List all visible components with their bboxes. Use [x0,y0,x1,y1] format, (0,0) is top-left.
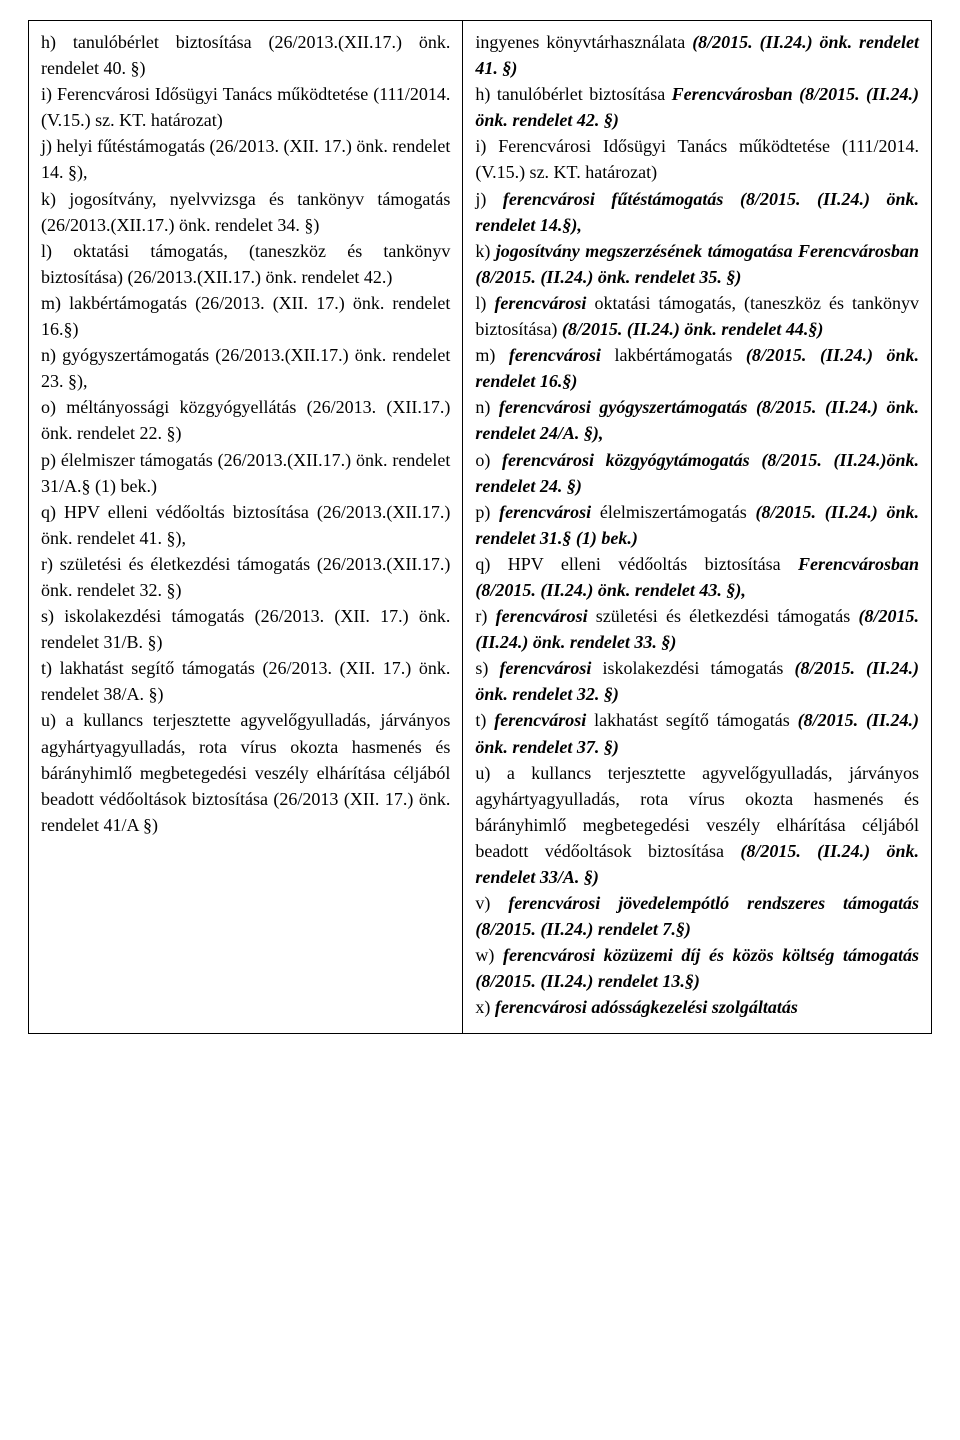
right-n-plain: n) [475,397,499,417]
right-v-emph: ferencvárosi jövedelempótló rendszeres t… [475,893,919,939]
right-item-j: j) ferencvárosi fűtéstámogatás (8/2015. … [475,189,919,235]
left-item-p: p) élelmiszer támogatás (26/2013.(XII.17… [41,450,450,496]
right-item-v: v) ferencvárosi jövedelempótló rendszere… [475,893,919,939]
right-item-i: i) Ferencvárosi Idősügyi Tanács működtet… [475,136,919,182]
right-item-x: x) ferencvárosi adósságkezelési szolgált… [475,997,798,1017]
left-item-m: m) lakbértámogatás (26/2013. (XII. 17.) … [41,293,450,339]
right-q-plain: q) HPV elleni védőoltás biztosítása [475,554,798,574]
right-l-plain: l) [475,293,494,313]
right-r-emph1: ferencvárosi [496,606,588,626]
left-item-o: o) méltányossági közgyógyellátás (26/201… [41,397,450,443]
left-item-l: l) oktatási támogatás, (taneszköz és tan… [41,241,450,287]
right-item-t: t) ferencvárosi lakhatást segítő támogat… [475,710,919,756]
right-item-r: r) ferencvárosi születési és életkezdési… [475,606,919,652]
right-item-l: l) ferencvárosi oktatási támogatás, (tan… [475,293,919,339]
right-j-plain: j) [475,189,503,209]
right-item-u: u) a kullancs terjesztette agyvelőgyulla… [475,763,919,887]
left-item-r: r) születési és életkezdési támogatás (2… [41,554,450,600]
right-v-plain: v) [475,893,508,913]
right-n-emph: ferencvárosi gyógyszertámogatás (8/2015.… [475,397,919,443]
left-item-j: j) helyi fűtéstámogatás (26/2013. (XII. … [41,136,450,182]
right-item-m: m) ferencvárosi lakbértámogatás (8/2015.… [475,345,919,391]
right-k-emph: jogosítvány megszerzésének támogatása Fe… [475,241,919,287]
left-item-u: u) a kullancs terjesztette agyvelőgyulla… [41,710,450,834]
right-t-plain: t) [475,710,494,730]
right-s-emph1: ferencvárosi [499,658,591,678]
document-page: h) tanulóbérlet biztosítása (26/2013.(XI… [0,0,960,1054]
right-l-emph2: (8/2015. (II.24.) önk. rendelet 44.§) [562,319,823,339]
right-h-plain: h) tanulóbérlet biztosítása [475,84,671,104]
left-item-q: q) HPV elleni védőoltás biztosítása (26/… [41,502,450,548]
right-w-plain: w) [475,945,503,965]
right-item-n: n) ferencvárosi gyógyszertámogatás (8/20… [475,397,919,443]
right-w-emph: ferencvárosi közüzemi díj és közös költs… [475,945,919,991]
right-m-plain2: lakbértámogatás [601,345,746,365]
left-item-s: s) iskolakezdési támogatás (26/2013. (XI… [41,606,450,652]
right-l-emph1: ferencvárosi [494,293,586,313]
right-item-w: w) ferencvárosi közüzemi díj és közös kö… [475,945,919,991]
right-r-plain2: születési és életkezdési támogatás [588,606,859,626]
right-intro-plain: ingyenes könyvtárhasználata [475,32,692,52]
right-item-p: p) ferencvárosi élelmiszertámogatás (8/2… [475,502,919,548]
right-p-emph1: ferencvárosi [499,502,591,522]
right-item-o: o) ferencvárosi közgyógytámogatás (8/201… [475,450,919,496]
right-x-plain: x) [475,997,495,1017]
right-r-plain: r) [475,606,495,626]
right-s-plain2: iskolakezdési támogatás [591,658,794,678]
right-j-emph: ferencvárosi fűtéstámogatás (8/2015. (II… [475,189,919,235]
right-item-k: k) jogosítvány megszerzésének támogatása… [475,241,919,287]
right-o-plain: o) [475,450,502,470]
left-item-k: k) jogosítvány, nyelvvizsga és tankönyv … [41,189,450,235]
right-item-s: s) ferencvárosi iskolakezdési támogatás … [475,658,919,704]
right-k-plain: k) [475,241,495,261]
right-o-emph: ferencvárosi közgyógytámogatás (8/2015. … [475,450,919,496]
right-m-emph1: ferencvárosi [509,345,601,365]
right-t-emph1: ferencvárosi [494,710,586,730]
right-item-h: h) tanulóbérlet biztosítása Ferencvárosb… [475,84,919,130]
right-p-plain: p) [475,502,499,522]
right-item-q: q) HPV elleni védőoltás biztosítása Fere… [475,554,919,600]
right-m-plain: m) [475,345,509,365]
left-item-n: n) gyógyszertámogatás (26/2013.(XII.17.)… [41,345,450,391]
right-intro: ingyenes könyvtárhasználata (8/2015. (II… [475,32,919,78]
right-x-emph: ferencvárosi adósságkezelési szolgáltatá… [495,997,798,1017]
right-t-plain2: lakhatást segítő támogatás [586,710,797,730]
right-s-plain: s) [475,658,499,678]
left-column: h) tanulóbérlet biztosítása (26/2013.(XI… [29,21,463,1034]
right-p-plain2: élelmiszertámogatás [591,502,755,522]
right-column: ingyenes könyvtárhasználata (8/2015. (II… [463,21,932,1034]
left-item-i: i) Ferencvárosi Idősügyi Tanács működtet… [41,84,450,130]
left-item-h: h) tanulóbérlet biztosítása (26/2013.(XI… [41,32,450,78]
comparison-table: h) tanulóbérlet biztosítása (26/2013.(XI… [28,20,932,1034]
left-item-t: t) lakhatást segítő támogatás (26/2013. … [41,658,450,704]
